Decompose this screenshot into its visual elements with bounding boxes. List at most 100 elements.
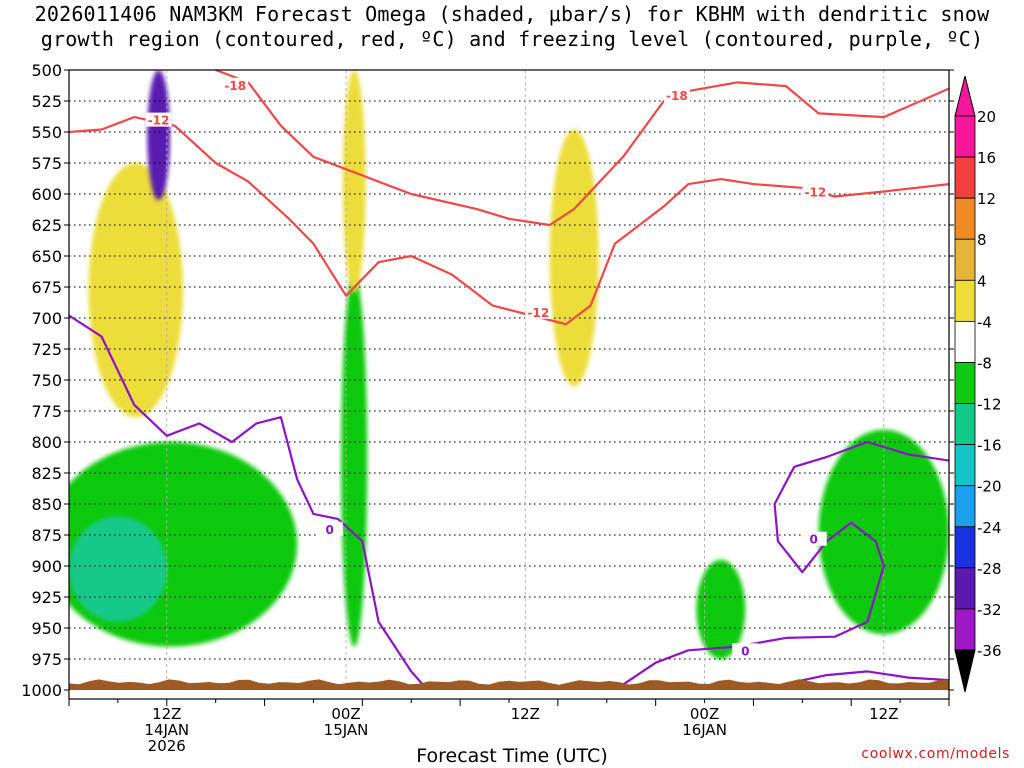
y-tick-label: 800 xyxy=(31,433,62,452)
omega-shading xyxy=(69,70,949,660)
colorbar-segment xyxy=(954,608,976,651)
colorbar-label: -12 xyxy=(977,396,1002,414)
contour-label: -12 xyxy=(148,114,170,128)
colorbar-label: 4 xyxy=(977,272,987,290)
contour-label-bg xyxy=(802,184,829,199)
contour-label-bg xyxy=(316,521,343,536)
chart-title: 2026011406 NAM3KM Forecast Omega (shaded… xyxy=(0,2,1024,52)
omega-region xyxy=(549,129,599,387)
contour-label-bg xyxy=(222,77,249,92)
y-axis: 500 525 550 575 600 625 650 675 700 725 750 775 800 8… xyxy=(21,61,954,700)
contour-label: -12 xyxy=(805,186,827,200)
y-tick-label: 525 xyxy=(31,92,62,111)
omega-region xyxy=(696,559,746,660)
x-tick-label: 00Z xyxy=(690,705,719,723)
y-tick-label: 675 xyxy=(31,278,62,297)
colorbar-segment xyxy=(954,279,976,322)
y-tick-label: 575 xyxy=(31,154,62,173)
x-tick-label: 2026 xyxy=(148,737,186,755)
y-tick-label: 825 xyxy=(31,464,62,483)
omega-region xyxy=(147,70,171,201)
y-tick-label: 950 xyxy=(31,619,62,638)
colorbar-label: 16 xyxy=(977,149,996,167)
colorbar: 20 16 12 8 4 -4 -8 -12 -16 -20 -24 -28 -32 -36 xyxy=(954,75,1002,693)
contour-label: -12 xyxy=(527,306,549,320)
colorbar-segment xyxy=(954,567,976,610)
ground-surface xyxy=(69,679,949,690)
y-tick-label: 900 xyxy=(31,557,62,576)
colorbar-segment xyxy=(954,485,976,528)
x-tick-label: 12Z xyxy=(869,705,898,723)
colorbar-label: 12 xyxy=(977,190,996,208)
colorbar-label: -28 xyxy=(977,560,1002,578)
contours: -18 -18 -12 -12 -12 0 0 0 xyxy=(69,70,949,690)
omega-region xyxy=(88,163,184,418)
x-tick-label: 12Z xyxy=(511,705,540,723)
x-tick-label: 12Z xyxy=(152,705,181,723)
x-tick-label: 16JAN xyxy=(682,721,727,739)
x-tick-label: 14JAN xyxy=(144,721,189,739)
colorbar-label: -16 xyxy=(977,437,1002,455)
colorbar-segment xyxy=(954,156,976,199)
colorbar-segment xyxy=(954,238,976,281)
chart-title-line1: 2026011406 NAM3KM Forecast Omega (shaded… xyxy=(34,2,990,26)
contour-label: 0 xyxy=(326,523,334,537)
colorbar-label: -4 xyxy=(977,313,992,331)
credit-link[interactable]: coolwx.com/models xyxy=(861,746,1010,762)
contour-label-bg xyxy=(525,304,552,319)
colorbar-label: -24 xyxy=(977,519,1002,537)
omega-region xyxy=(818,429,949,635)
contour-line xyxy=(785,670,949,685)
y-tick-label: 975 xyxy=(31,650,62,669)
contour-label-bg xyxy=(732,643,759,658)
contour-line xyxy=(215,70,949,227)
y-tick-label: 1000 xyxy=(21,681,62,700)
y-tick-label: 650 xyxy=(31,247,62,266)
ground xyxy=(69,679,949,690)
colorbar-label: -8 xyxy=(977,354,992,372)
contour-label-bg xyxy=(800,531,827,546)
contour-label: 0 xyxy=(810,533,818,547)
omega-region xyxy=(69,516,167,622)
colorbar-segment xyxy=(954,362,976,404)
y-tick-label: 725 xyxy=(31,340,62,359)
y-tick-label: 625 xyxy=(31,216,62,235)
colorbar-segment xyxy=(954,526,976,569)
x-tick-label: 00Z xyxy=(331,705,360,723)
y-tick-label: 750 xyxy=(31,371,62,390)
y-tick-label: 600 xyxy=(31,185,62,204)
colorbar-bottom-triangle xyxy=(954,649,976,693)
y-tick-label: 925 xyxy=(31,588,62,607)
colorbar-label: -32 xyxy=(977,601,1002,619)
contour-label: -18 xyxy=(666,89,688,103)
contour-label: 0 xyxy=(741,644,749,658)
colorbar-label: 20 xyxy=(977,108,996,126)
chart-title-line2: growth region (contoured, red, ºC) and f… xyxy=(40,27,984,51)
x-tick-label: 15JAN xyxy=(324,721,369,739)
colorbar-label: -36 xyxy=(977,642,1002,660)
colorbar-segment xyxy=(954,444,976,487)
colorbar-segment xyxy=(954,320,976,363)
y-tick-label: 775 xyxy=(31,402,62,421)
contour-label-bg xyxy=(663,87,690,102)
contour-label: -18 xyxy=(224,79,246,93)
y-tick-label: 700 xyxy=(31,309,62,328)
colorbar-segment xyxy=(954,115,976,158)
y-tick-label: 875 xyxy=(31,526,62,545)
colorbar-segment xyxy=(954,197,976,240)
omega-region xyxy=(341,274,368,647)
grid xyxy=(69,70,949,690)
y-tick-label: 500 xyxy=(31,61,62,80)
y-tick-label: 850 xyxy=(31,495,62,514)
x-axis-label: Forecast Time (UTC) xyxy=(416,745,608,767)
colorbar-top-triangle xyxy=(954,75,976,117)
contour-line xyxy=(69,314,429,690)
colorbar-segment xyxy=(954,403,976,446)
contour-line xyxy=(69,116,949,326)
colorbar-label: 8 xyxy=(977,231,987,249)
colorbar-label: -20 xyxy=(977,478,1002,496)
y-tick-label: 550 xyxy=(31,123,62,142)
omega-region xyxy=(342,70,366,294)
